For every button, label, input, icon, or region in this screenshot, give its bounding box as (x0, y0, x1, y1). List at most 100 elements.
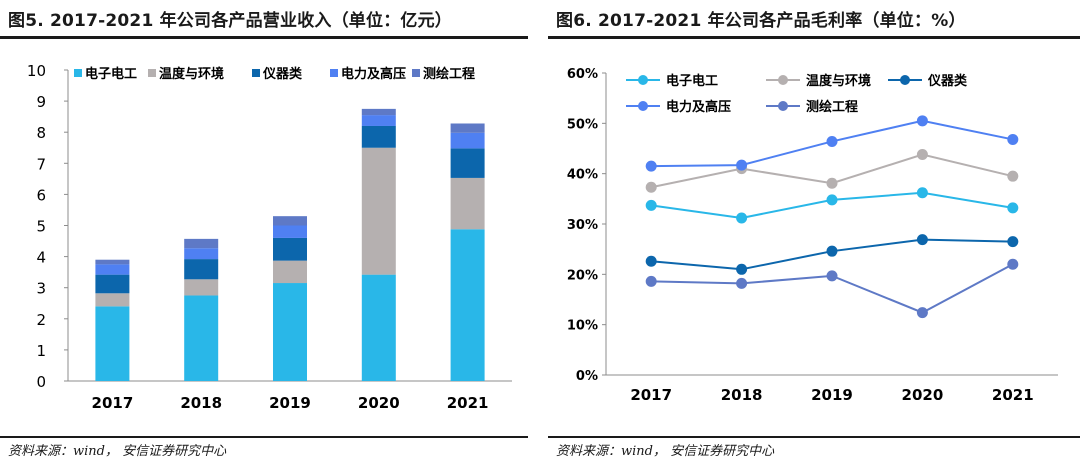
data-point (1007, 258, 1019, 270)
bar-segment (273, 237, 307, 261)
legend-label: 电力及高压 (341, 66, 406, 82)
revenue-chart-title: 图5. 2017-2021 年公司各产品营业收入（单位：亿元） (8, 11, 453, 31)
legend-marker (638, 75, 648, 85)
y-tick-label: 50% (567, 117, 598, 132)
bar-segment (361, 108, 396, 116)
bar-segment (450, 229, 485, 381)
bar-segment (273, 283, 307, 381)
data-point (736, 277, 748, 289)
y-tick-label: 40% (567, 168, 598, 183)
bar-segment (184, 295, 219, 381)
data-point (645, 275, 657, 287)
y-tick-label: 6 (36, 186, 46, 204)
bar-segment (95, 259, 130, 265)
revenue-stacked-bar-chart: 0 1 2 3 4 5 6 7 8 9 10 2017 2018 2019 2020 2021 电子电工 温度与环… (27, 62, 512, 412)
legend-marker (778, 101, 788, 111)
x-tick-label: 2018 (180, 394, 222, 412)
data-point (645, 255, 657, 267)
x-tick-label: 2021 (447, 394, 489, 412)
legend-label: 电力及高压 (666, 99, 731, 115)
legend-label: 温度与环境 (806, 73, 871, 89)
data-point (916, 234, 928, 246)
legend-marker (778, 75, 788, 85)
bar-segment (450, 148, 485, 178)
legend-label: 电子电工 (85, 66, 137, 82)
legend-swatch (148, 69, 156, 77)
top-rule (0, 36, 528, 39)
bar-segment (450, 177, 485, 230)
y-tick-label: 2 (36, 311, 46, 329)
legend-swatch (252, 69, 260, 77)
data-point (1007, 236, 1019, 248)
bar-segment (95, 274, 130, 294)
x-tick-label: 2021 (992, 386, 1034, 404)
bar-segment (361, 147, 396, 275)
legend-label: 测绘工程 (423, 66, 475, 82)
data-point (736, 263, 748, 275)
data-point (645, 160, 657, 172)
data-point (916, 307, 928, 319)
legend-label: 温度与环境 (159, 66, 224, 82)
legend-marker (638, 101, 648, 111)
revenue-chart-source: 资料来源：wind， 安信证券研究中心 (8, 444, 227, 459)
y-tick-label: 0% (576, 369, 598, 384)
x-tick-label: 2017 (92, 394, 134, 412)
x-tick-label: 2018 (721, 386, 763, 404)
y-tick-label: 9 (36, 93, 46, 111)
bar-segment (450, 123, 485, 133)
data-point (1007, 202, 1019, 214)
data-point (826, 194, 838, 206)
legend-label: 电子电工 (666, 73, 718, 89)
y-tick-label: 1 (36, 342, 46, 360)
data-point (645, 199, 657, 211)
y-tick-label: 20% (567, 268, 598, 283)
bar-segment (361, 125, 396, 148)
y-tick-label: 60% (567, 67, 598, 82)
bar-segment (273, 260, 307, 284)
legend-swatch (412, 69, 420, 77)
y-tick-label: 4 (36, 249, 46, 267)
bar-segment (184, 248, 219, 260)
y-tick-label: 0 (36, 373, 46, 391)
legend-label: 测绘工程 (806, 99, 858, 115)
bar-segment (450, 132, 485, 149)
legend-label: 仪器类 (927, 73, 968, 89)
y-tick-label: 10 (27, 62, 46, 80)
x-tick-label: 2017 (630, 386, 672, 404)
bar-segment (273, 216, 307, 226)
data-point (826, 135, 838, 147)
y-tick-label: 5 (36, 218, 46, 236)
y-tick-label: 10% (567, 319, 598, 334)
top-rule (548, 36, 1080, 39)
bar-segment (184, 279, 219, 296)
revenue-chart-panel: 图5. 2017-2021 年公司各产品营业收入（单位：亿元） 0 1 2 3 4 5 6 7… (0, 0, 528, 467)
margin-chart-panel: 图6. 2017-2021 年公司各产品毛利率（单位：%） 0% 10% 20% 30… (548, 0, 1080, 467)
bar-segment (361, 274, 396, 381)
data-point (736, 159, 748, 171)
data-point (826, 177, 838, 189)
data-point (916, 149, 928, 161)
bar-segment (95, 306, 130, 381)
margin-chart-source: 资料来源：wind， 安信证券研究中心 (556, 444, 775, 459)
gross-margin-line-chart: 0% 10% 20% 30% 40% 50% 60% 2017 2018 2019 2020 2021… (567, 67, 1058, 404)
data-point (1007, 170, 1019, 182)
legend-swatch (74, 69, 82, 77)
bottom-rule (0, 436, 528, 438)
data-point (826, 245, 838, 257)
legend-swatch (330, 69, 338, 77)
data-point (1007, 133, 1019, 145)
legend-label: 仪器类 (262, 66, 303, 82)
data-point (916, 115, 928, 127)
data-point (916, 187, 928, 199)
bottom-rule (548, 436, 1080, 438)
data-point (826, 270, 838, 282)
data-point (645, 181, 657, 193)
x-tick-label: 2019 (269, 394, 311, 412)
bar-segment (184, 238, 219, 249)
data-point (736, 212, 748, 224)
y-tick-label: 30% (567, 218, 598, 233)
y-tick-label: 7 (36, 155, 46, 173)
x-tick-label: 2020 (902, 386, 944, 404)
x-tick-label: 2019 (811, 386, 853, 404)
bar-segment (95, 264, 130, 275)
